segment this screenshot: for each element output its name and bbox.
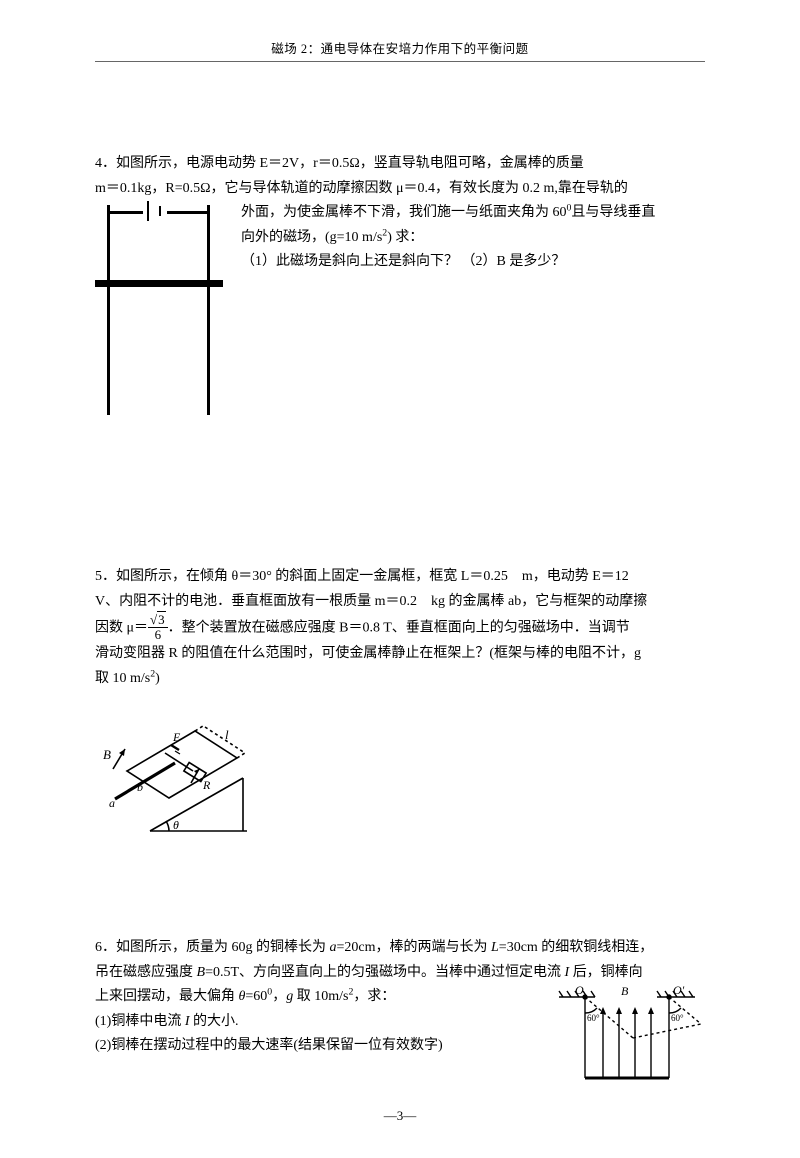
p5-line3a: 因数 μ＝ (95, 620, 148, 635)
p6-it-a: a (330, 940, 337, 955)
p6-l2b: =0.5T、方向竖直向上的匀强磁场中。当棒中通过恒定电流 (205, 965, 564, 980)
fig4-left-rail (107, 205, 110, 415)
p6-it-B: B (197, 965, 206, 980)
p6-l2c: 后，铜棒向 (569, 965, 643, 980)
page-number: —3— (384, 1108, 417, 1123)
p4-indent2b: ) 求： (387, 230, 423, 245)
fig4-metal-bar (95, 280, 223, 287)
fig5-label-R: R (202, 778, 211, 792)
fig6-label-B: B (621, 984, 629, 998)
p6-l3b: =60 (245, 989, 267, 1004)
p4-indent2a: 向外的磁场，(g=10 m/s (241, 230, 382, 245)
figure-5: B E l a b R θ (95, 711, 260, 841)
fig6-label-O: O (575, 983, 584, 997)
p5-line1: ．如图所示，在倾角 θ＝30° 的斜面上固定一金属框，框宽 L＝0.25 m，电… (102, 569, 629, 584)
p4-number: 4 (95, 156, 102, 171)
problem-6: 6．如图所示，质量为 60g 的铜棒长为 a=20cm，棒的两端与长为 L=30… (95, 936, 705, 1098)
p6-l2a: 吊在磁感应强度 (95, 965, 197, 980)
p6-l1b: =20cm，棒的两端与长为 (337, 940, 492, 955)
p5-line5a: 取 10 m/s (95, 671, 150, 686)
p6-it-L: L (491, 940, 499, 955)
figure-6: O O' B 60° 60° (555, 983, 705, 1098)
problem-5: 5．如图所示，在倾角 θ＝30° 的斜面上固定一金属框，框宽 L＝0.25 m，… (95, 565, 705, 691)
p6-l3a: 上来回摆动，最大偏角 (95, 989, 239, 1004)
p5-line5b: ) (155, 671, 160, 686)
p6-q2: (2)铜棒在摆动过程中的最大速率(结果保留一位有效数字) (95, 1038, 443, 1053)
p4-line1: ．如图所示，电源电动势 E＝2V，r＝0.5Ω，竖直导轨电阻可略，金属棒的质量 (102, 156, 584, 171)
fig5-label-theta: θ (173, 818, 179, 832)
page-footer: —3— (0, 1108, 800, 1124)
fig5-label-B: B (103, 747, 111, 762)
fig4-battery-minus (159, 206, 161, 216)
page-header: 磁场 2：通电导体在安培力作用下的平衡问题 (95, 30, 705, 62)
fig5-label-l: l (225, 727, 229, 742)
p6-l3c: ， (272, 989, 286, 1004)
p6-number: 6 (95, 940, 102, 955)
p5-line3b: ．整个装置放在磁感应强度 B＝0.8 T、垂直框面向上的匀强磁场中．当调节 (168, 620, 630, 635)
problem-4: 4．如图所示，电源电动势 E＝2V，r＝0.5Ω，竖直导轨电阻可略，金属棒的质量… (95, 152, 705, 415)
fig5-label-E: E (172, 730, 181, 744)
p5-number: 5 (95, 569, 102, 584)
p6-l1a: ．如图所示，质量为 60g 的铜棒长为 (102, 940, 330, 955)
p6-q1b: 的大小. (190, 1014, 239, 1029)
figure-4 (95, 201, 223, 415)
fig6-label-Op: O' (673, 983, 685, 997)
p6-q1a: (1)铜棒中电流 (95, 1014, 185, 1029)
fig4-battery-plus (147, 201, 149, 221)
p4-indent1b: 且与导线垂直 (571, 205, 655, 220)
p6-l1c: =30cm 的细软铜线相连， (499, 940, 654, 955)
p5-line4: 滑动变阻器 R 的阻值在什么范围时，可使金属棒静止在框架上？(框架与棒的电阻不计… (95, 646, 641, 661)
p6-l3d: 取 10m/s (293, 989, 348, 1004)
fig5-label-a: a (109, 796, 115, 810)
fig6-label-ang1: 60° (587, 1013, 600, 1023)
p4-indent3: （1）此磁场是斜向上还是斜向下？ （2）B 是多少？ (241, 254, 565, 269)
fig5-label-b: b (137, 780, 143, 794)
p5-fraction: √36 (148, 613, 168, 641)
fig6-label-ang2: 60° (671, 1013, 684, 1023)
p4-indent1: 外面，为使金属棒不下滑，我们施一与纸面夹角为 60 (241, 205, 567, 220)
p5-line2: V、内阻不计的电池．垂直框面放有一根质量 m＝0.2 kg 的金属棒 ab，它与… (95, 594, 647, 609)
p4-line2: m＝0.1kg，R=0.5Ω，它与导体轨道的动摩擦因数 μ＝0.4，有效长度为 … (95, 181, 628, 196)
p6-l3e: ，求： (353, 989, 395, 1004)
fig4-right-rail (207, 205, 210, 415)
